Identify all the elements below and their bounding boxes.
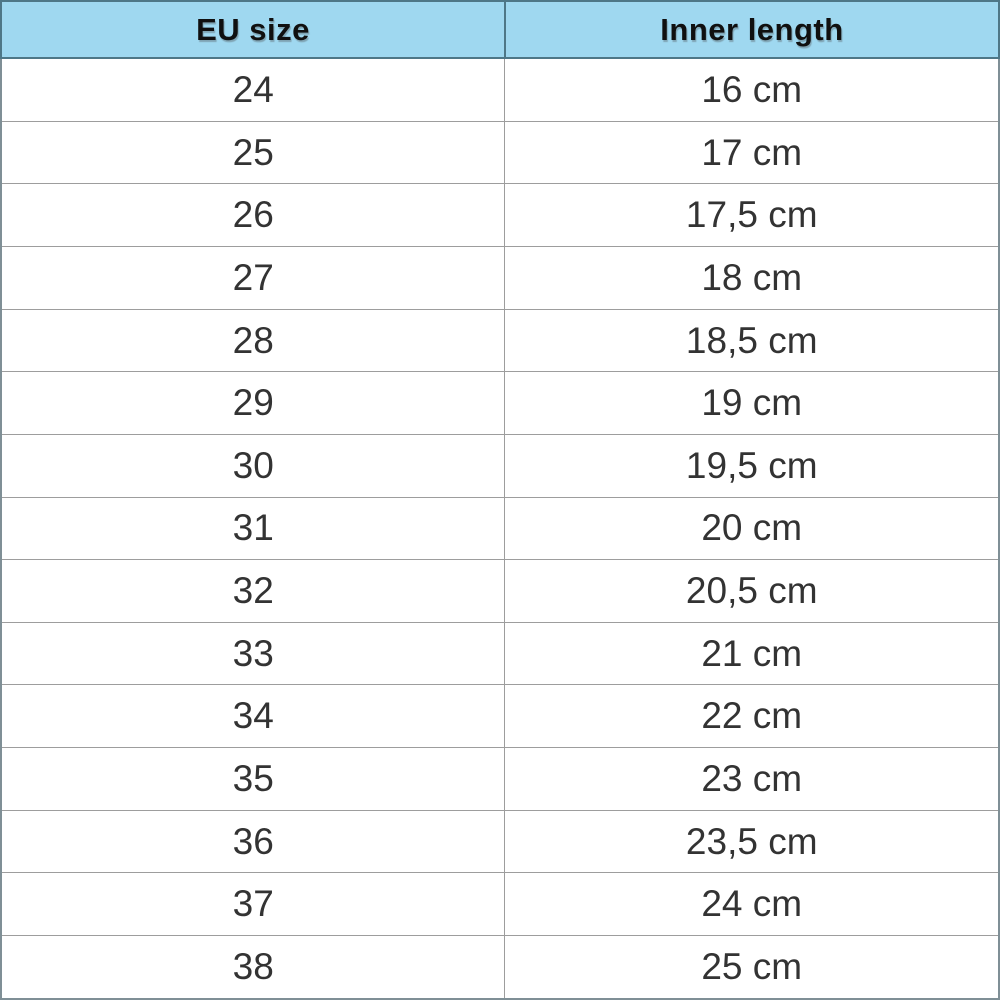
table-row: 28 18,5 cm xyxy=(0,308,1000,373)
inner-length-column-header: Inner length xyxy=(503,0,1000,59)
inner-length-cell: 21 cm xyxy=(504,621,1000,686)
inner-length-cell: 19,5 cm xyxy=(504,433,1000,498)
table-body: 24 16 cm 25 17 cm 26 17,5 cm 27 18 cm 28… xyxy=(0,57,1000,1000)
eu-size-cell: 30 xyxy=(0,433,506,498)
inner-length-cell: 23,5 cm xyxy=(504,809,1000,874)
table-row: 36 23,5 cm xyxy=(0,809,1000,874)
eu-size-cell: 29 xyxy=(0,371,506,435)
table-row: 30 19,5 cm xyxy=(0,433,1000,498)
eu-size-cell: 32 xyxy=(0,559,506,623)
table-row: 25 17 cm xyxy=(0,120,1000,185)
inner-length-cell: 16 cm xyxy=(504,57,1000,122)
eu-size-cell: 26 xyxy=(0,183,506,248)
eu-size-cell: 35 xyxy=(0,747,506,811)
eu-size-cell: 28 xyxy=(0,308,506,373)
table-row: 24 16 cm xyxy=(0,57,1000,122)
eu-size-cell: 34 xyxy=(0,684,506,749)
table-row: 26 17,5 cm xyxy=(0,183,1000,248)
inner-length-cell: 17,5 cm xyxy=(504,183,1000,248)
table-row: 38 25 cm xyxy=(0,934,1000,1000)
inner-length-cell: 18 cm xyxy=(504,246,1000,310)
inner-length-cell: 22 cm xyxy=(504,684,1000,749)
table-row: 37 24 cm xyxy=(0,872,1000,936)
eu-size-cell: 24 xyxy=(0,57,506,122)
inner-length-cell: 24 cm xyxy=(504,872,1000,936)
table-row: 31 20 cm xyxy=(0,496,1000,561)
eu-size-cell: 33 xyxy=(0,621,506,686)
eu-size-cell: 27 xyxy=(0,246,506,310)
eu-size-cell: 38 xyxy=(0,934,506,1000)
table-row: 32 20,5 cm xyxy=(0,559,1000,623)
eu-size-cell: 31 xyxy=(0,496,506,561)
inner-length-cell: 20 cm xyxy=(504,496,1000,561)
table-row: 34 22 cm xyxy=(0,684,1000,749)
inner-length-cell: 17 cm xyxy=(504,120,1000,185)
eu-size-cell: 37 xyxy=(0,872,506,936)
table-row: 33 21 cm xyxy=(0,621,1000,686)
table-row: 35 23 cm xyxy=(0,747,1000,811)
table-header: EU size Inner length xyxy=(0,0,1000,59)
inner-length-cell: 23 cm xyxy=(504,747,1000,811)
table-row: 29 19 cm xyxy=(0,371,1000,435)
inner-length-cell: 20,5 cm xyxy=(504,559,1000,623)
table-row: 27 18 cm xyxy=(0,246,1000,310)
inner-length-cell: 19 cm xyxy=(504,371,1000,435)
inner-length-cell: 25 cm xyxy=(504,934,1000,1000)
eu-size-cell: 25 xyxy=(0,120,506,185)
eu-size-column-header: EU size xyxy=(0,0,506,59)
eu-size-cell: 36 xyxy=(0,809,506,874)
inner-length-cell: 18,5 cm xyxy=(504,308,1000,373)
header-row: EU size Inner length xyxy=(0,0,1000,59)
